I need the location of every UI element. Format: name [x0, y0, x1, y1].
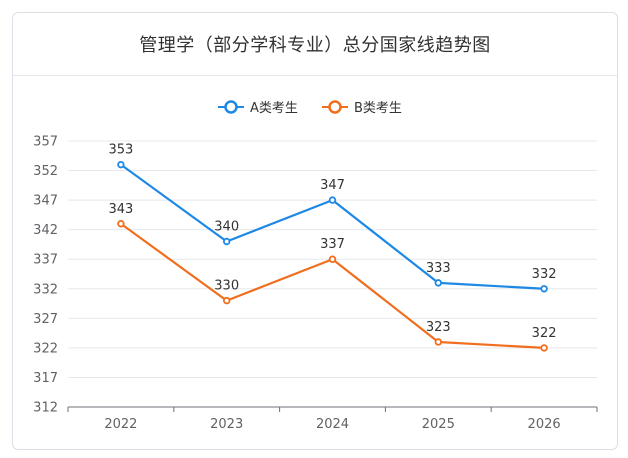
legend-swatch-marker — [224, 100, 238, 114]
x-tick-label: 2026 — [528, 417, 561, 432]
data-label: 322 — [532, 326, 557, 341]
y-tick-label: 322 — [33, 341, 58, 356]
data-point — [222, 237, 231, 246]
x-tick-label: 2022 — [104, 417, 137, 432]
y-tick-label: 327 — [33, 312, 58, 327]
data-point — [434, 338, 442, 346]
data-point — [328, 255, 337, 263]
data-label: 353 — [108, 143, 133, 158]
data-label: 330 — [214, 279, 239, 294]
data-label: 337 — [320, 237, 345, 252]
y-tick-label: 312 — [33, 401, 58, 416]
data-point — [328, 196, 337, 204]
data-label: 323 — [426, 320, 451, 335]
data-point — [434, 279, 442, 287]
data-point — [117, 160, 125, 169]
y-tick-label: 347 — [33, 194, 58, 209]
x-tick-label: 2023 — [210, 417, 243, 432]
y-tick-label: 332 — [33, 282, 58, 297]
data-point — [222, 296, 231, 305]
data-label: 343 — [108, 202, 133, 217]
x-tick-label: 2025 — [422, 417, 455, 432]
legend-swatch-marker — [328, 100, 342, 114]
card-header: 管理学（部分学科专业）总分国家线趋势图 — [13, 13, 617, 76]
x-tick-label: 2024 — [316, 417, 349, 432]
data-label: 332 — [532, 267, 557, 282]
data-label: 347 — [320, 178, 345, 193]
data-label: 340 — [214, 219, 239, 234]
data-point — [540, 285, 548, 293]
legend-entry: A类考生 — [250, 101, 298, 116]
legend-entry: B类考生 — [354, 101, 402, 116]
y-tick-label: 352 — [33, 164, 58, 179]
data-point — [540, 344, 548, 352]
y-tick-label: 342 — [33, 223, 58, 238]
y-tick-label: 337 — [33, 253, 58, 268]
y-tick-label: 317 — [33, 371, 58, 386]
data-label: 333 — [426, 261, 451, 276]
data-point — [117, 220, 125, 228]
chart-title: 管理学（部分学科专业）总分国家线趋势图 — [139, 35, 491, 56]
y-tick-label: 357 — [33, 135, 58, 150]
